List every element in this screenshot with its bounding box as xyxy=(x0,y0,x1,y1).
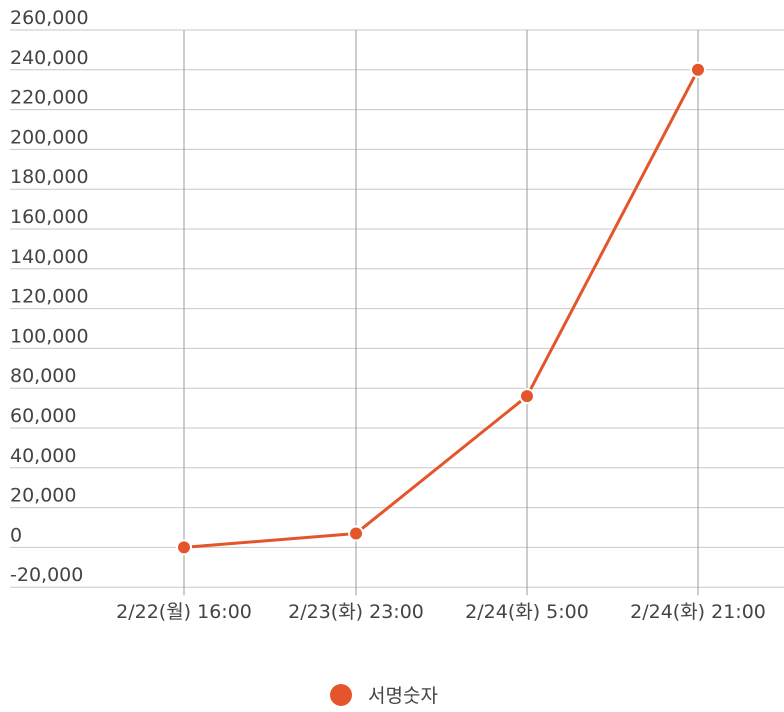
legend-marker xyxy=(330,683,352,706)
data-point xyxy=(348,525,364,542)
data-point xyxy=(690,61,706,78)
series-line xyxy=(183,69,700,549)
y-tick-label: 200,000 xyxy=(10,126,89,148)
data-point xyxy=(519,388,535,405)
x-tick-label: 2/23(화) 23:00 xyxy=(288,601,424,623)
legend: 서명숫자 xyxy=(330,681,438,708)
x-tick-label: 2/24(화) 5:00 xyxy=(465,601,589,623)
y-tick-label: 220,000 xyxy=(10,87,89,109)
x-tick-label: 2/22(월) 16:00 xyxy=(116,601,252,623)
y-tick-label: -20,000 xyxy=(10,564,83,586)
y-tick-label: 140,000 xyxy=(10,246,89,268)
y-tick-label: 20,000 xyxy=(10,485,76,507)
legend-label: 서명숫자 xyxy=(368,685,438,707)
x-tick-label: 2/24(화) 21:00 xyxy=(630,601,766,623)
y-tick-label: 100,000 xyxy=(10,325,89,347)
y-tick-label: 80,000 xyxy=(10,365,76,387)
data-point xyxy=(176,539,192,556)
y-tick-label: 260,000 xyxy=(10,7,89,29)
y-tick-label: 120,000 xyxy=(10,286,89,308)
y-tick-label: 160,000 xyxy=(10,206,89,228)
y-tick-label: 180,000 xyxy=(10,166,89,188)
y-tick-label: 240,000 xyxy=(10,47,89,69)
y-tick-label: 0 xyxy=(10,524,22,546)
y-tick-label: 40,000 xyxy=(10,445,76,467)
y-tick-label: 60,000 xyxy=(10,405,76,427)
